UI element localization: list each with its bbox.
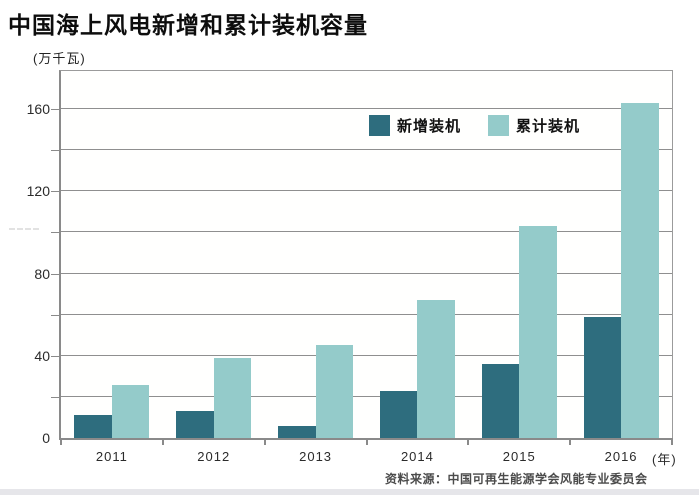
- y-tick-label-160: 160: [26, 101, 50, 117]
- gridline-120: [61, 190, 672, 192]
- legend-label-cumulative-installed: 累计装机: [516, 118, 581, 135]
- source-note: 资料来源：中国可再生能源学会风能专业委员会: [385, 472, 648, 486]
- bar-new-installed-2013: [278, 425, 316, 438]
- y-axis-tick-140: [51, 150, 60, 152]
- x-axis-tick-1: [161, 438, 164, 445]
- bar-new-installed-2016: [583, 316, 622, 438]
- bar-cumulative-installed-2015: [519, 226, 557, 438]
- x-tick-label-2012: 2012: [197, 449, 231, 464]
- gridline-100: [61, 231, 672, 233]
- x-axis-suffix-label: (年): [652, 452, 677, 467]
- legend-swatch-cumulative-installed: [488, 115, 510, 136]
- gridline-140: [61, 149, 672, 151]
- y-axis-tick-60: [51, 314, 60, 316]
- x-tick-label-2016: 2016: [604, 449, 638, 464]
- y-tick-label-80: 80: [34, 265, 50, 282]
- bar-cumulative-installed-2014: [417, 300, 455, 438]
- bar-new-installed-2014: [379, 390, 418, 438]
- chart-title: 中国海上风电新增和累计装机容量: [8, 12, 368, 38]
- bar-new-installed-2012: [176, 411, 214, 438]
- x-axis-tick-4: [467, 438, 470, 445]
- x-axis-tick-5: [569, 438, 572, 445]
- plot-area: 新增装机 累计装机: [59, 70, 673, 440]
- legend-label-new-installed: 新增装机: [397, 118, 462, 135]
- gridline-160: [61, 108, 672, 109]
- y-axis-tick-40: [51, 355, 60, 357]
- y-axis-tick-160: [51, 109, 60, 110]
- y-axis-tick-20: [51, 396, 60, 398]
- bar-cumulative-installed-2012: [213, 357, 252, 438]
- x-tick-label-2011: 2011: [95, 449, 128, 464]
- bar-new-installed-2015: [481, 363, 520, 438]
- y-axis-tick-80: [51, 273, 60, 275]
- bar-cumulative-installed-2016: [621, 102, 659, 438]
- gridline-40: [61, 354, 672, 356]
- x-axis-tick-3: [365, 438, 368, 445]
- x-axis-tick-0: [60, 438, 62, 445]
- legend-item-cumulative-installed: 累计装机: [488, 115, 580, 136]
- x-tick-label-2013: 2013: [299, 449, 333, 464]
- y-axis-tick-100: [51, 232, 60, 234]
- x-axis-tick-2: [263, 438, 266, 445]
- y-tick-label-120: 120: [26, 183, 50, 200]
- bar-cumulative-installed-2011: [111, 384, 150, 438]
- bottom-edge-band: [0, 489, 699, 495]
- y-axis-unit-label: (万千瓦): [33, 51, 86, 66]
- y-tick-label-0: 0: [42, 430, 50, 446]
- gridline-60: [61, 313, 672, 315]
- y-axis-tick-120: [51, 191, 60, 193]
- legend-swatch-new-installed: [369, 115, 390, 136]
- y-tick-label-40: 40: [34, 347, 50, 364]
- x-axis-tick-6: [671, 438, 673, 445]
- x-tick-label-2014: 2014: [400, 449, 434, 464]
- faint-dashes-artifact: [9, 228, 39, 230]
- bar-cumulative-installed-2013: [315, 345, 354, 438]
- x-tick-label-2015: 2015: [502, 449, 536, 464]
- gridline-20: [61, 395, 672, 397]
- gridline-80: [61, 272, 672, 274]
- bar-new-installed-2011: [74, 415, 112, 438]
- legend: 新增装机 累计装机: [369, 115, 580, 136]
- legend-item-new-installed: 新增装机: [369, 115, 461, 136]
